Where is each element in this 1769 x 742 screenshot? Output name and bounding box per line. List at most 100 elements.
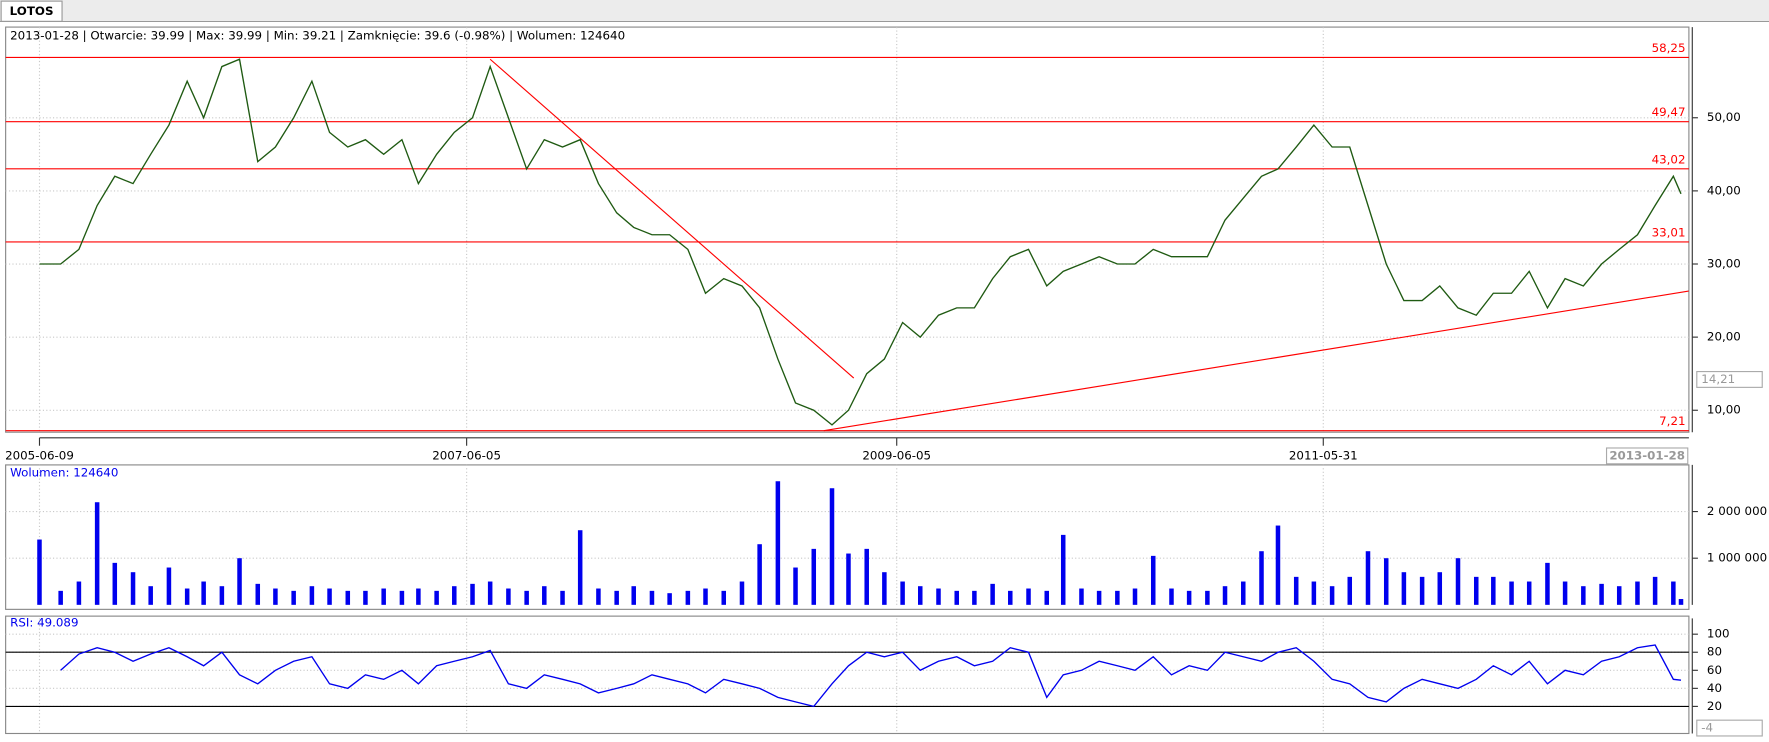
y-tick-label: 2 000 000: [1707, 504, 1767, 518]
volume-bar: [1652, 576, 1658, 605]
cursor-value: -4: [1701, 721, 1713, 735]
volume-bar: [1526, 581, 1532, 605]
volume-bar: [506, 588, 511, 605]
volume-bar: [1599, 583, 1604, 605]
volume-bar: [829, 488, 835, 605]
volume-bar: [1079, 588, 1084, 605]
volume-bar: [1419, 576, 1425, 605]
volume-bar: [1169, 588, 1174, 605]
volume-bar: [112, 562, 118, 605]
volume-bar: [1678, 599, 1684, 605]
volume-bar: [273, 588, 278, 605]
volume-bar: [811, 548, 817, 605]
volume-bar: [917, 586, 923, 605]
volume-bar: [1060, 534, 1066, 605]
volume-bar: [524, 590, 529, 605]
volume-bar: [846, 553, 851, 605]
volume-bar: [416, 588, 421, 605]
volume-bar: [363, 590, 368, 605]
volume-bar: [255, 583, 261, 605]
volume-bar: [452, 586, 457, 605]
volume-bar: [631, 586, 636, 605]
volume-bar: [1635, 581, 1640, 605]
volume-bar: [1293, 576, 1299, 605]
volume-bar: [309, 586, 315, 605]
volume-bar: [237, 558, 242, 605]
volume-bar: [667, 593, 672, 605]
volume-bar: [1150, 555, 1156, 605]
volume-bar: [936, 588, 941, 605]
volume-bar: [1186, 590, 1192, 605]
volume-bar: [1491, 576, 1496, 605]
y-tick-label: 10,00: [1707, 403, 1741, 417]
volume-bar: [148, 586, 153, 605]
volume-bar: [1008, 590, 1013, 605]
volume-panel: [5, 464, 1690, 610]
volume-bar: [560, 590, 565, 605]
volume-bar: [1581, 586, 1586, 605]
volume-bar: [434, 590, 439, 605]
volume-bar: [1096, 590, 1102, 605]
x-tick-label: 2011-05-31: [1289, 448, 1358, 462]
y-tick-label: 30,00: [1707, 257, 1741, 271]
trend-line: [823, 290, 1689, 432]
y-tick-label: 1 000 000: [1707, 551, 1767, 565]
cursor-date-box: [1605, 447, 1689, 465]
volume-bar: [1671, 581, 1676, 605]
volume-bar: [542, 586, 547, 605]
volume-bar: [757, 544, 762, 605]
y-tick-label: 80: [1707, 645, 1722, 659]
volume-bar: [130, 572, 136, 605]
volume-bar: [703, 588, 708, 605]
level-label: 43,02: [1652, 152, 1686, 166]
volume-bar: [76, 581, 82, 605]
volume-bar: [1275, 525, 1281, 605]
volume-bar: [1473, 576, 1479, 605]
info-line: 2013-01-28 | Otwarcie: 39.99 | Max: 39.9…: [10, 29, 625, 43]
rsi-panel: [5, 615, 1690, 735]
volume-bar: [739, 581, 745, 605]
y-tick-label: 50,00: [1707, 110, 1741, 124]
level-label: 49,47: [1652, 105, 1686, 119]
volume-bar: [1044, 590, 1050, 605]
volume-bar: [1222, 586, 1228, 605]
volume-bar: [1509, 581, 1514, 605]
volume-bar: [1347, 576, 1353, 605]
series-line: [39, 58, 1682, 426]
volume-bar: [721, 590, 727, 605]
series-line: [60, 644, 1682, 708]
volume-bar: [1241, 581, 1246, 605]
tab-label[interactable]: LOTOS: [10, 4, 54, 18]
volume-bar: [793, 567, 798, 605]
volume-bar: [1616, 586, 1622, 605]
x-tick-label: 2009-06-05: [862, 448, 931, 462]
level-label: 58,25: [1652, 41, 1686, 55]
level-label: 33,01: [1652, 225, 1686, 239]
volume-bar: [1311, 581, 1317, 605]
volume-bar: [864, 548, 869, 605]
rsi-label: RSI: 49.089: [10, 615, 78, 629]
y-tick-label: 40: [1707, 681, 1722, 695]
volume-bar: [184, 588, 190, 605]
volume-bar: [775, 481, 781, 605]
volume-bar: [1455, 558, 1461, 605]
volume-bar: [201, 581, 206, 605]
volume-bar: [882, 572, 887, 605]
x-tick-label: 2007-06-05: [432, 448, 501, 462]
volume-bar: [614, 590, 619, 605]
volume-bar: [166, 567, 172, 605]
volume-bar: [381, 588, 386, 605]
volume-bar: [94, 502, 100, 605]
y-tick-label: 40,00: [1707, 183, 1741, 197]
volume-bar: [399, 590, 405, 605]
volume-label: Wolumen: 124640: [10, 465, 118, 479]
volume-bar: [1329, 586, 1335, 605]
volume-bar: [1026, 588, 1031, 605]
trend-line: [489, 58, 855, 379]
cursor-date: 2013-01-28: [1609, 448, 1685, 462]
volume-bar: [37, 539, 42, 605]
volume-bar: [1401, 572, 1407, 605]
volume-bar: [954, 590, 959, 605]
volume-bar: [291, 590, 296, 605]
